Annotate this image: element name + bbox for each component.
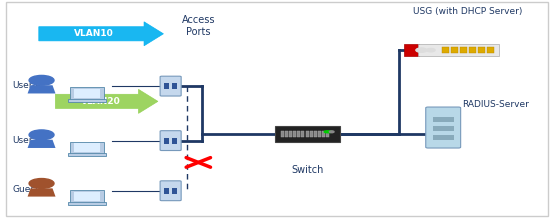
Text: User-B: User-B xyxy=(12,136,41,145)
FancyBboxPatch shape xyxy=(301,131,305,137)
FancyBboxPatch shape xyxy=(172,138,177,144)
FancyBboxPatch shape xyxy=(297,131,300,137)
Text: Guest: Guest xyxy=(12,185,39,194)
FancyBboxPatch shape xyxy=(314,131,317,137)
FancyBboxPatch shape xyxy=(164,188,169,194)
FancyBboxPatch shape xyxy=(275,126,341,142)
Text: USG (with DHCP Server): USG (with DHCP Server) xyxy=(413,7,523,17)
FancyBboxPatch shape xyxy=(451,47,458,53)
Polygon shape xyxy=(28,85,55,94)
Circle shape xyxy=(29,130,54,140)
FancyBboxPatch shape xyxy=(306,131,309,137)
FancyBboxPatch shape xyxy=(469,47,476,53)
Text: VLAN10: VLAN10 xyxy=(74,29,114,38)
FancyBboxPatch shape xyxy=(433,135,454,140)
FancyBboxPatch shape xyxy=(404,44,419,56)
Circle shape xyxy=(29,179,54,188)
FancyBboxPatch shape xyxy=(74,192,100,201)
Circle shape xyxy=(327,131,331,133)
FancyBboxPatch shape xyxy=(160,181,181,201)
FancyBboxPatch shape xyxy=(172,188,177,194)
FancyBboxPatch shape xyxy=(293,131,296,137)
FancyBboxPatch shape xyxy=(68,99,106,102)
FancyBboxPatch shape xyxy=(478,47,485,53)
FancyBboxPatch shape xyxy=(442,47,449,53)
FancyBboxPatch shape xyxy=(68,202,106,205)
FancyBboxPatch shape xyxy=(289,131,292,137)
FancyBboxPatch shape xyxy=(418,44,499,56)
FancyBboxPatch shape xyxy=(426,107,461,148)
FancyBboxPatch shape xyxy=(70,190,104,203)
FancyBboxPatch shape xyxy=(172,83,177,89)
FancyBboxPatch shape xyxy=(318,131,321,137)
FancyBboxPatch shape xyxy=(68,153,106,156)
FancyBboxPatch shape xyxy=(322,131,325,137)
Circle shape xyxy=(324,131,329,133)
Polygon shape xyxy=(28,188,55,197)
FancyBboxPatch shape xyxy=(70,142,104,154)
FancyBboxPatch shape xyxy=(160,76,181,96)
FancyBboxPatch shape xyxy=(310,131,313,137)
FancyBboxPatch shape xyxy=(70,87,104,100)
FancyBboxPatch shape xyxy=(164,83,169,89)
Circle shape xyxy=(29,75,54,85)
FancyBboxPatch shape xyxy=(164,138,169,144)
Circle shape xyxy=(416,48,427,52)
Text: Switch: Switch xyxy=(291,165,324,175)
FancyBboxPatch shape xyxy=(281,131,284,137)
FancyBboxPatch shape xyxy=(160,131,181,150)
FancyBboxPatch shape xyxy=(487,47,494,53)
Circle shape xyxy=(329,131,334,133)
FancyBboxPatch shape xyxy=(460,47,467,53)
FancyArrow shape xyxy=(39,22,163,46)
FancyBboxPatch shape xyxy=(326,131,329,137)
Text: Access
Ports: Access Ports xyxy=(182,15,215,37)
Text: User-A: User-A xyxy=(12,80,41,90)
Text: RADIUS-Server: RADIUS-Server xyxy=(463,100,529,109)
FancyBboxPatch shape xyxy=(433,117,454,122)
FancyBboxPatch shape xyxy=(433,126,454,131)
Text: VLAN20: VLAN20 xyxy=(81,97,120,106)
FancyBboxPatch shape xyxy=(285,131,288,137)
FancyArrow shape xyxy=(55,89,158,113)
FancyBboxPatch shape xyxy=(74,89,100,98)
FancyBboxPatch shape xyxy=(74,143,100,152)
Polygon shape xyxy=(28,140,55,148)
Circle shape xyxy=(427,48,435,52)
